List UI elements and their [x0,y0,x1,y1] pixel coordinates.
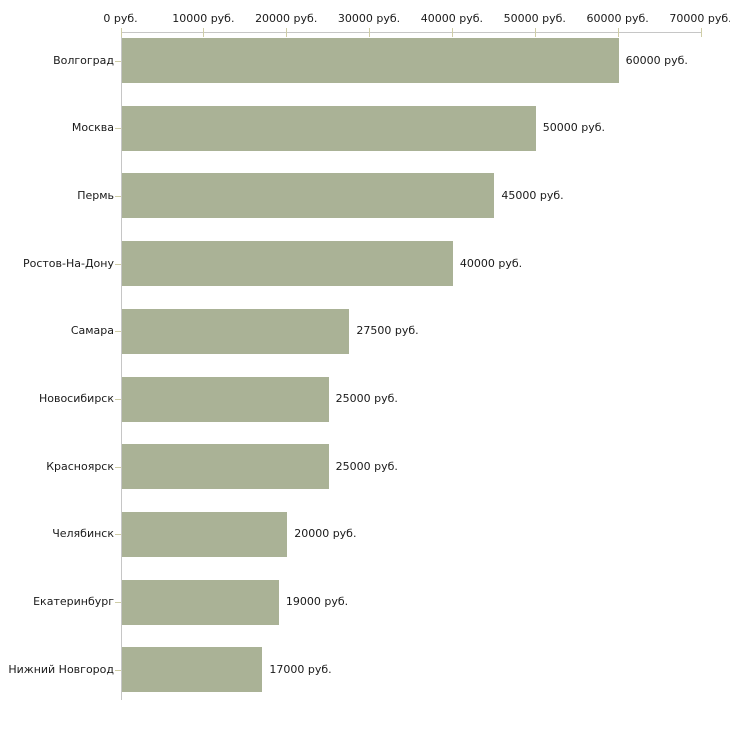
y-tick-mark [114,534,121,536]
x-axis-line [120,32,702,33]
x-tick-mark [451,28,453,37]
x-tick-label: 20000 руб. [255,12,318,25]
value-label: 20000 руб. [294,527,357,541]
x-tick-label: 30000 руб. [337,12,401,25]
value-label: 19000 руб. [285,595,349,609]
category-label: Волгоград [53,53,114,67]
value-label: 27500 руб. [356,324,419,338]
x-tick-mark [120,28,122,37]
y-tick-mark [114,128,121,130]
bar [121,511,288,557]
y-tick-mark [114,331,121,333]
category-label: Екатеринбург [33,595,114,609]
x-tick-label: 60000 руб. [586,12,649,25]
category-label: Ростов-На-Дону [22,256,114,270]
value-label: 25000 руб. [335,459,398,473]
bar [121,647,263,693]
value-label: 50000 руб. [542,121,606,135]
value-label: 17000 руб. [269,662,332,676]
category-label: Красноярск [46,459,114,473]
category-label: Челябинск [52,527,114,541]
y-tick-mark [114,466,121,468]
bar [121,444,329,490]
y-tick-mark [114,195,121,197]
x-tick-label: 50000 руб. [503,12,566,25]
x-tick-mark [286,28,288,37]
category-label: Самара [70,324,114,338]
bar [121,241,453,287]
value-label: 40000 руб. [459,256,523,270]
x-tick-mark [617,28,619,37]
y-tick-mark [114,263,121,265]
bar [121,308,350,354]
bar [121,173,495,219]
bar [121,38,619,83]
y-tick-mark [114,399,121,400]
bar [121,376,329,422]
y-axis-line [120,32,122,700]
bar [121,105,536,151]
category-label: Пермь [77,188,114,202]
x-tick-mark [534,28,536,37]
x-tick-mark [203,28,205,37]
y-tick-mark [114,669,121,671]
value-label: 60000 руб. [625,53,688,67]
x-tick-label: 40000 руб. [420,12,484,25]
y-tick-mark [114,602,121,604]
x-tick-label: 10000 руб. [172,12,235,25]
category-label: Новосибирск [38,392,114,405]
y-tick-mark [114,60,121,62]
category-label: Нижний Новгород [8,662,114,676]
category-label: Москва [71,121,114,135]
x-tick-label: 70000 руб. [669,12,730,25]
value-label: 45000 руб. [501,188,564,202]
value-label: 25000 руб. [335,392,398,405]
bar [121,579,279,625]
x-tick-mark [369,28,371,37]
x-tick-mark [700,28,702,37]
x-tick-label: 0 руб. [103,12,138,25]
